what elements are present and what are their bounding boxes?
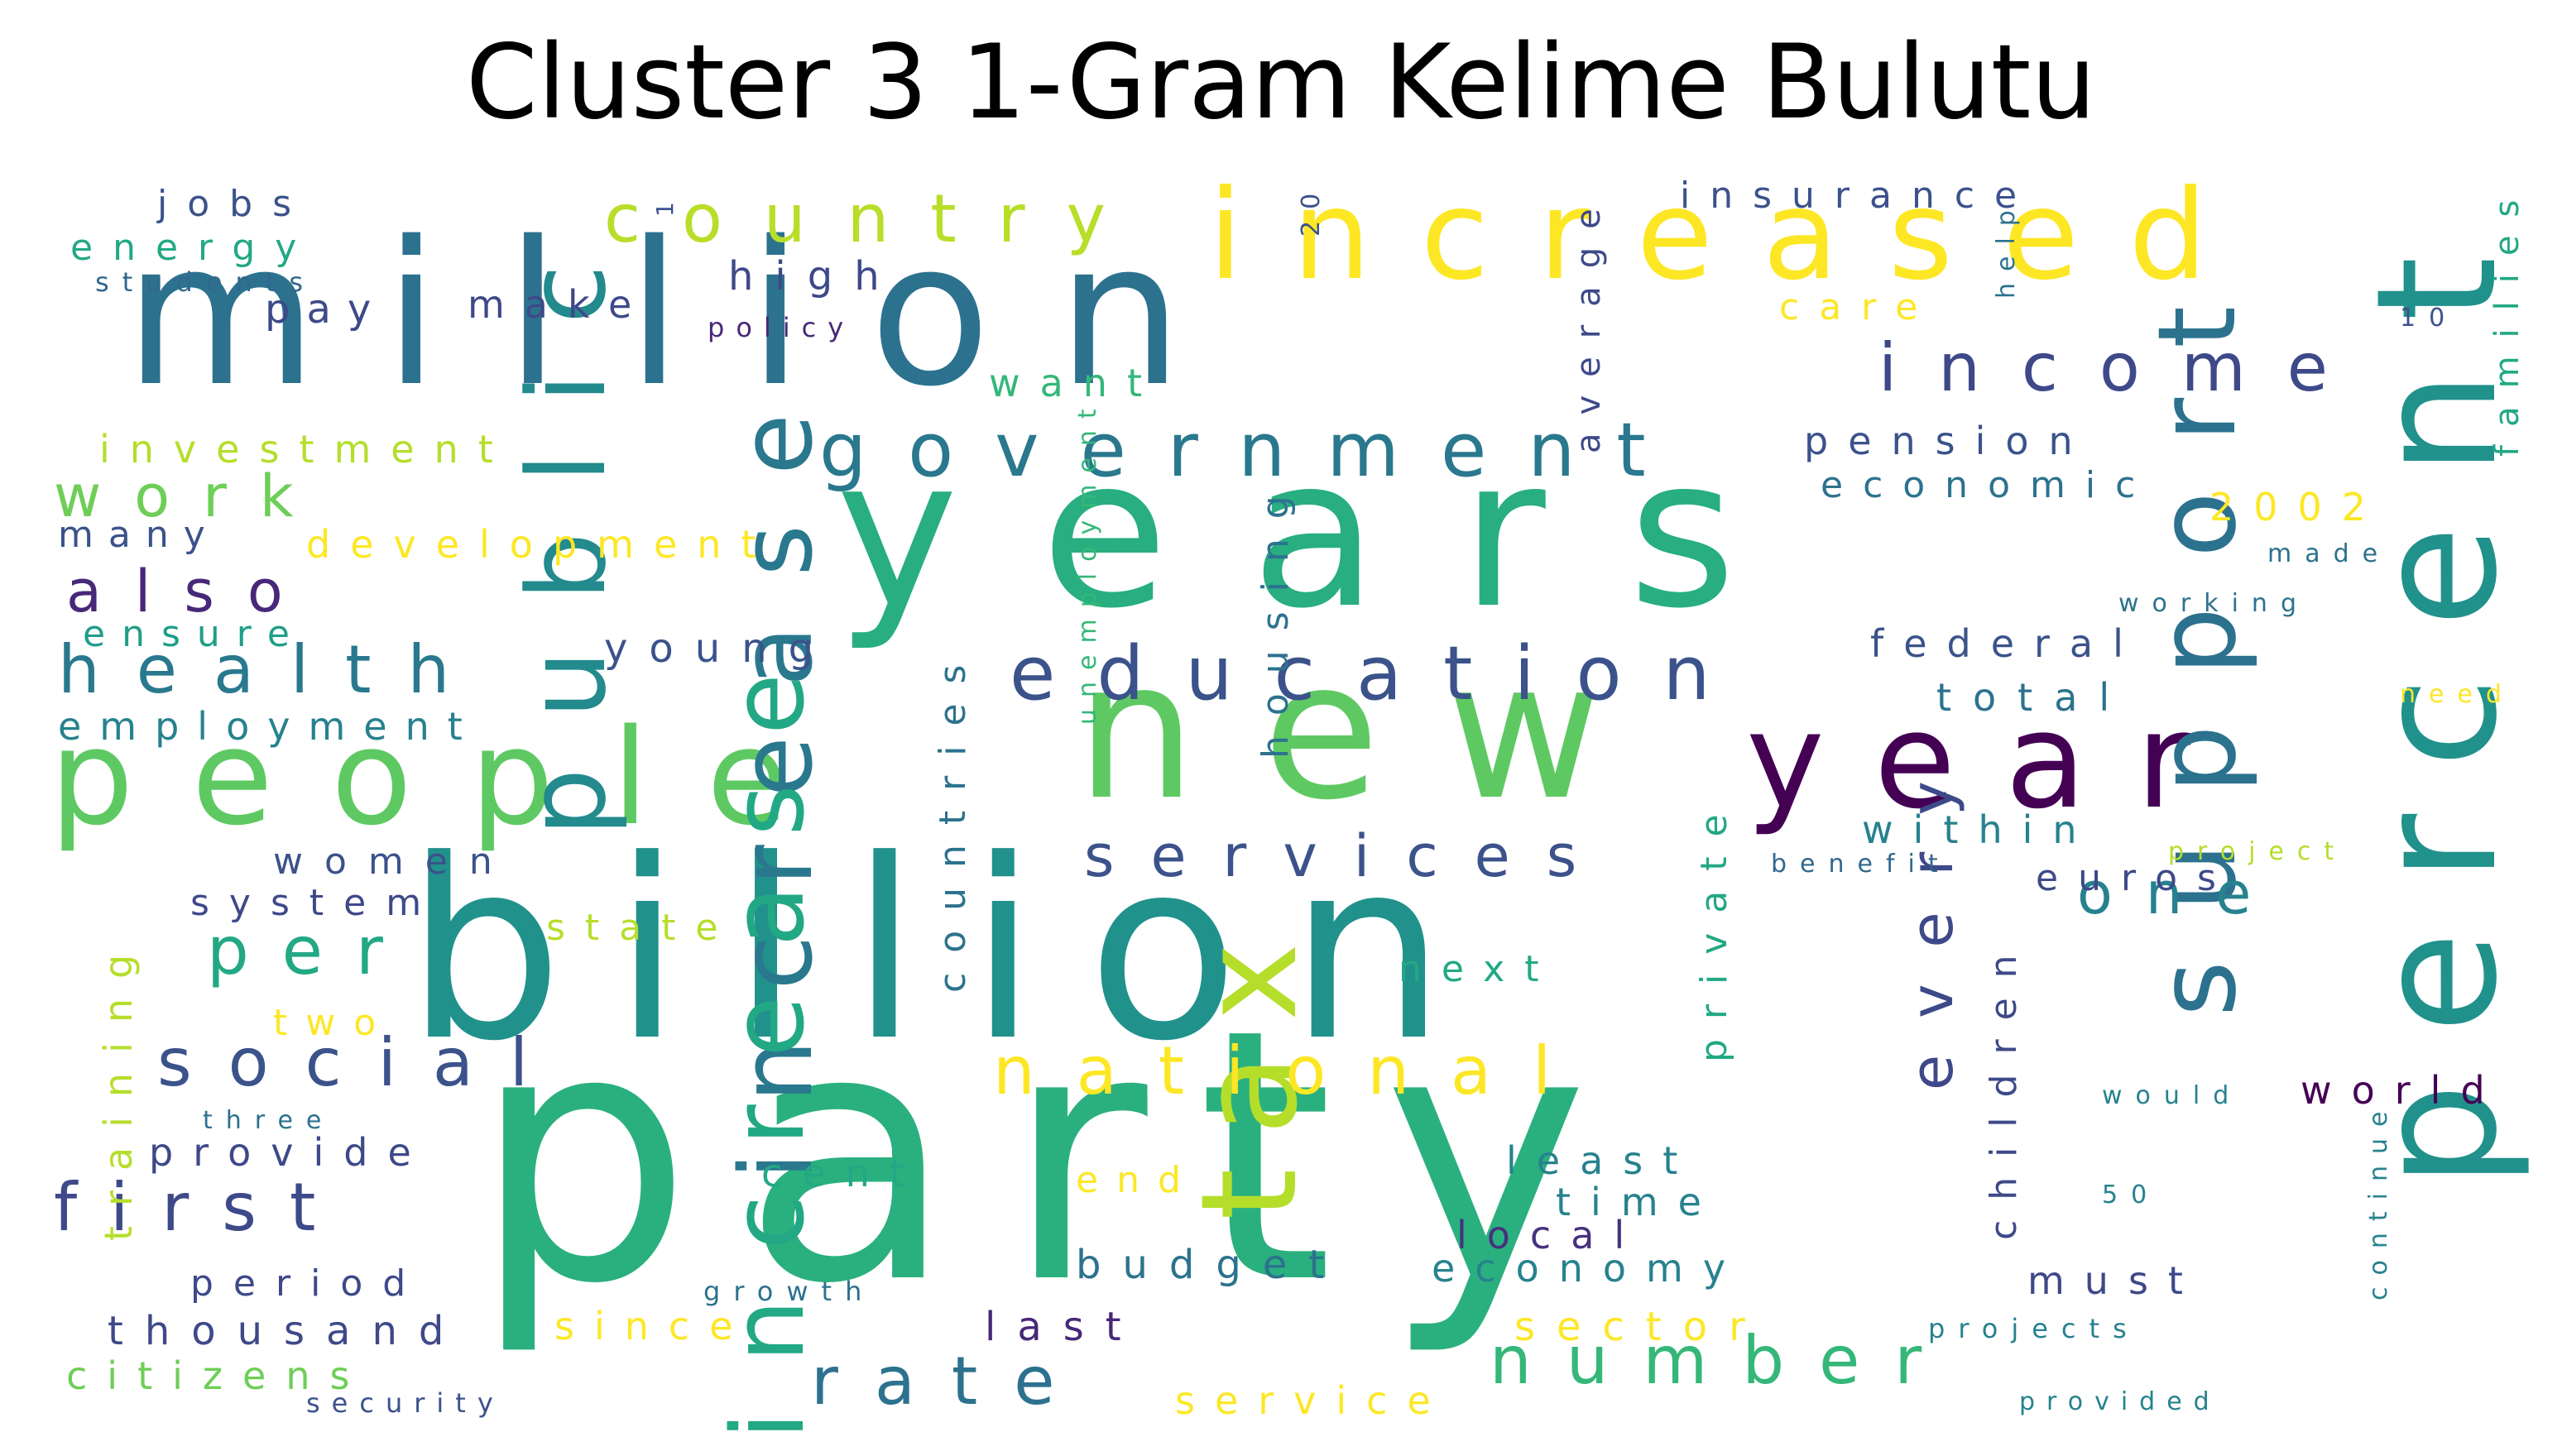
word-government: government <box>819 407 1687 494</box>
word-policy: policy <box>708 312 856 343</box>
word-party: party <box>472 956 1638 1360</box>
word-pension: pension <box>1804 419 2093 463</box>
word-sector: sector <box>1514 1304 1767 1350</box>
word-thousand: thousand <box>108 1308 466 1354</box>
word-health: health <box>58 631 487 708</box>
word-continue: continue <box>2364 1099 2393 1300</box>
word-employment: employment <box>58 704 481 749</box>
word-one: one <box>2077 860 2285 927</box>
word-development: development <box>306 522 776 567</box>
word-economic: economic <box>1821 464 2156 506</box>
word-need: need <box>2400 680 2515 709</box>
word-years: years <box>836 413 1819 654</box>
word-provide: provide <box>149 1130 431 1175</box>
word-projects: projects <box>1928 1313 2140 1344</box>
word-would: would <box>2102 1081 2243 1110</box>
word-new: new <box>1076 621 1668 842</box>
word-training: training <box>96 934 141 1241</box>
word-private: private <box>1693 794 1735 1062</box>
word-unemployment: unemployment <box>1073 397 1102 725</box>
word-50: 50 <box>2102 1181 2161 1209</box>
word-first: first <box>54 1169 349 1246</box>
word-care: care <box>1779 286 1938 328</box>
word-families: families <box>2488 181 2526 457</box>
word-1: 1 <box>651 190 679 217</box>
word-insurance: insurance <box>1680 175 2037 217</box>
word-children: children <box>1983 935 2025 1240</box>
word-rate: rate <box>811 1343 1091 1420</box>
word-young: young <box>604 625 836 672</box>
word-end: end <box>1076 1159 1199 1201</box>
word-increased: increased <box>1208 164 2257 308</box>
word-want: want <box>989 361 1163 405</box>
word-high: high <box>728 253 901 299</box>
word-million: million <box>124 199 1250 430</box>
word-two: two <box>273 1002 395 1044</box>
word-least: least <box>1506 1138 1698 1183</box>
word-project: project <box>2168 837 2348 866</box>
word-10: 10 <box>2400 304 2459 333</box>
word-benefit: benefit <box>1771 850 1951 879</box>
word-housing: housing <box>1255 476 1297 759</box>
word-growth: growth <box>703 1276 876 1307</box>
word-euros: euros <box>2036 857 2236 899</box>
word-average: average <box>1570 190 1608 453</box>
word-services: services <box>1084 822 1614 890</box>
word-people: people <box>50 700 847 855</box>
word-countries: countries <box>932 644 974 993</box>
word-period: period <box>190 1262 426 1305</box>
word-provided: provided <box>2019 1387 2221 1416</box>
word-national: national <box>993 1032 1593 1109</box>
word-social: social <box>157 1024 565 1101</box>
word-every: every <box>1898 745 1966 1090</box>
word-security: security <box>306 1387 505 1419</box>
word-state: state <box>546 907 738 949</box>
word-cent: cent <box>761 1151 924 1195</box>
word-year: year <box>1746 683 2240 838</box>
word-working: working <box>2118 589 2310 618</box>
word-federal: federal <box>1870 621 2143 666</box>
word-work: work <box>54 462 327 530</box>
word-investment: investment <box>99 427 513 472</box>
word-ensure: ensure <box>83 613 306 655</box>
word-local: local <box>1456 1213 1645 1257</box>
word-next: next <box>1399 948 1559 990</box>
word-within: within <box>1862 807 2097 852</box>
word-since: since <box>554 1304 753 1348</box>
word-2002: 2002 <box>2209 485 2387 529</box>
word-made: made <box>2267 539 2392 568</box>
page-title: Cluster 3 1-Gram Kelime Bulutu <box>465 23 2096 142</box>
word-education: education <box>1010 630 1752 717</box>
word-world: world <box>2301 1068 2505 1113</box>
word-billion: billion <box>405 807 1496 1095</box>
word-country: country <box>604 180 1147 257</box>
word-budget: budget <box>1076 1242 1346 1288</box>
word-women: women <box>273 841 514 883</box>
word-jobs: jobs <box>157 183 311 225</box>
word-make: make <box>468 282 652 327</box>
word-income: income <box>1878 329 2370 406</box>
word-economy: economy <box>1432 1246 1746 1291</box>
word-per: per <box>207 912 416 989</box>
word-number: number <box>1490 1322 1957 1399</box>
word-citizens: citizens <box>66 1353 370 1398</box>
word-energy: energy <box>70 227 317 269</box>
word-pay: pay <box>265 286 388 333</box>
word-must: must <box>2027 1258 2203 1303</box>
word-time: time <box>1556 1180 1721 1224</box>
word-system: system <box>190 882 442 924</box>
word-help: help <box>1992 199 2021 299</box>
word-three: three <box>203 1106 335 1135</box>
word-total: total <box>1936 675 2132 720</box>
word-students: students <box>95 266 316 298</box>
word-service: service <box>1175 1378 1451 1423</box>
word-many: many <box>58 514 220 556</box>
word-last: last <box>985 1304 1143 1350</box>
word-also: also <box>66 558 316 625</box>
word-20: 20 <box>1297 181 1326 237</box>
